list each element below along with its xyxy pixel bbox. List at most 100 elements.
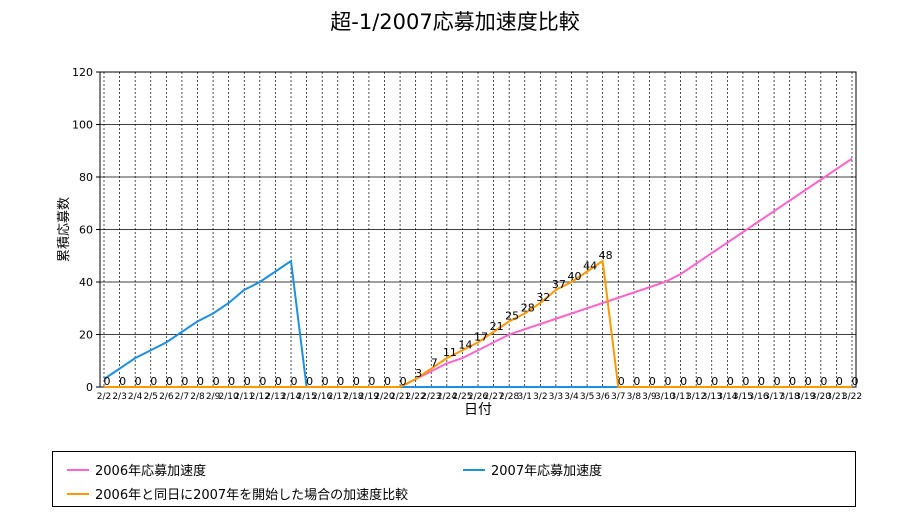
data-label: 0 [228, 375, 235, 388]
data-label: 28 [521, 302, 535, 315]
x-tick-label: 2/28 [499, 392, 519, 402]
x-tick-label: 2/5 [144, 392, 158, 402]
x-tick-label: 2/16 [312, 392, 332, 402]
x-tick-label: 3/10 [655, 392, 675, 402]
x-tick-label: 3/21 [826, 392, 846, 402]
x-tick-label: 2/27 [483, 392, 503, 402]
data-label: 17 [474, 330, 488, 343]
data-label: 0 [275, 375, 282, 388]
data-label: 0 [836, 375, 843, 388]
data-label: 0 [633, 375, 640, 388]
y-tick-label: 100 [72, 119, 93, 132]
x-tick-label: 3/20 [811, 392, 831, 402]
data-label: 0 [727, 375, 734, 388]
data-label: 0 [649, 375, 656, 388]
data-label: 0 [197, 375, 204, 388]
x-tick-label: 3/3 [549, 392, 563, 402]
x-tick-label: 3/4 [564, 392, 579, 402]
x-tick-label: 3/2 [533, 392, 547, 402]
chart-title: 超-1/2007応募加速度比較 [330, 10, 580, 34]
data-label: 0 [337, 375, 344, 388]
x-tick-label: 2/3 [112, 392, 126, 402]
x-tick-label: 2/8 [190, 392, 205, 402]
x-tick-label: 2/9 [206, 392, 221, 402]
data-label: 44 [583, 260, 597, 273]
y-tick-label: 20 [79, 329, 93, 342]
x-tick-label: 3/17 [764, 392, 784, 402]
data-label: 0 [368, 375, 375, 388]
series-line [104, 259, 852, 388]
legend-label-2007: 2007年応募加速度 [491, 464, 603, 479]
data-label: 0 [696, 375, 703, 388]
x-tick-label: 2/23 [421, 392, 441, 402]
data-label: 0 [384, 375, 391, 388]
data-label: 0 [135, 375, 142, 388]
x-tick-label: 2/25 [452, 392, 472, 402]
x-tick-label: 2/14 [281, 392, 301, 402]
x-axis-label: 日付 [464, 402, 492, 418]
data-label: 11 [443, 346, 457, 359]
x-tick-label: 2/21 [390, 392, 410, 402]
data-label: 0 [353, 375, 360, 388]
legend-item-compare: 2006年と同日に2007年を開始した場合の加速度比較 [67, 484, 408, 503]
x-tick-label: 3/19 [795, 392, 815, 402]
x-tick-label: 2/4 [128, 392, 143, 402]
x-tick-label: 2/2 [97, 392, 111, 402]
chart-legend: 2006年応募加速度 2007年応募加速度 2006年と同日に2007年を開始し… [52, 451, 856, 507]
x-tick-label: 3/12 [686, 392, 706, 402]
data-label: 0 [181, 375, 188, 388]
data-label: 25 [505, 309, 519, 322]
legend-swatch-2007 [463, 468, 485, 471]
data-label: 0 [665, 375, 672, 388]
data-label: 21 [490, 320, 504, 333]
y-axis-label: 累積応募数 [57, 197, 72, 262]
data-label: 0 [213, 375, 220, 388]
data-label: 0 [291, 375, 298, 388]
data-label: 0 [711, 375, 718, 388]
x-tick-label: 3/7 [611, 392, 625, 402]
x-tick-label: 2/7 [175, 392, 189, 402]
data-label: 3 [415, 367, 422, 380]
x-tick-label: 3/16 [748, 392, 768, 402]
data-label: 0 [306, 375, 313, 388]
y-tick-label: 40 [79, 276, 93, 289]
data-label: 32 [536, 291, 550, 304]
data-label: 37 [552, 278, 566, 291]
y-tick-label: 60 [79, 224, 93, 237]
data-label: 0 [166, 375, 173, 388]
legend-item-2007: 2007年応募加速度 [463, 460, 602, 479]
data-label: 0 [618, 375, 625, 388]
x-tick-label: 2/26 [468, 392, 488, 402]
x-tick-label: 3/15 [733, 392, 753, 402]
x-tick-label: 2/20 [374, 392, 394, 402]
data-label: 0 [119, 375, 126, 388]
data-label: 0 [104, 375, 111, 388]
data-label: 0 [774, 375, 781, 388]
x-tick-label: 2/22 [406, 392, 426, 402]
y-tick-label: 80 [79, 171, 93, 184]
x-tick-label: 3/14 [717, 392, 737, 402]
data-label: 0 [789, 375, 796, 388]
data-label: 0 [680, 375, 687, 388]
x-tick-label: 2/10 [219, 392, 239, 402]
x-tick-label: 3/13 [702, 392, 722, 402]
x-tick-label: 3/5 [580, 392, 594, 402]
x-tick-label: 2/12 [250, 392, 270, 402]
data-label: 0 [244, 375, 251, 388]
x-tick-label: 3/11 [670, 392, 690, 402]
data-label: 0 [805, 375, 812, 388]
x-tick-label: 3/8 [627, 392, 642, 402]
x-tick-label: 2/18 [343, 392, 363, 402]
legend-label-2006: 2006年応募加速度 [95, 464, 207, 479]
x-tick-label: 3/22 [842, 392, 862, 402]
legend-swatch-2006 [67, 468, 89, 471]
data-label: 0 [400, 375, 407, 388]
data-label: 14 [458, 338, 472, 351]
x-tick-label: 3/9 [642, 392, 657, 402]
data-label: 0 [820, 375, 827, 388]
x-tick-label: 2/24 [437, 392, 457, 402]
x-tick-label: 2/6 [159, 392, 174, 402]
data-label: 0 [259, 375, 266, 388]
data-label: 0 [758, 375, 765, 388]
